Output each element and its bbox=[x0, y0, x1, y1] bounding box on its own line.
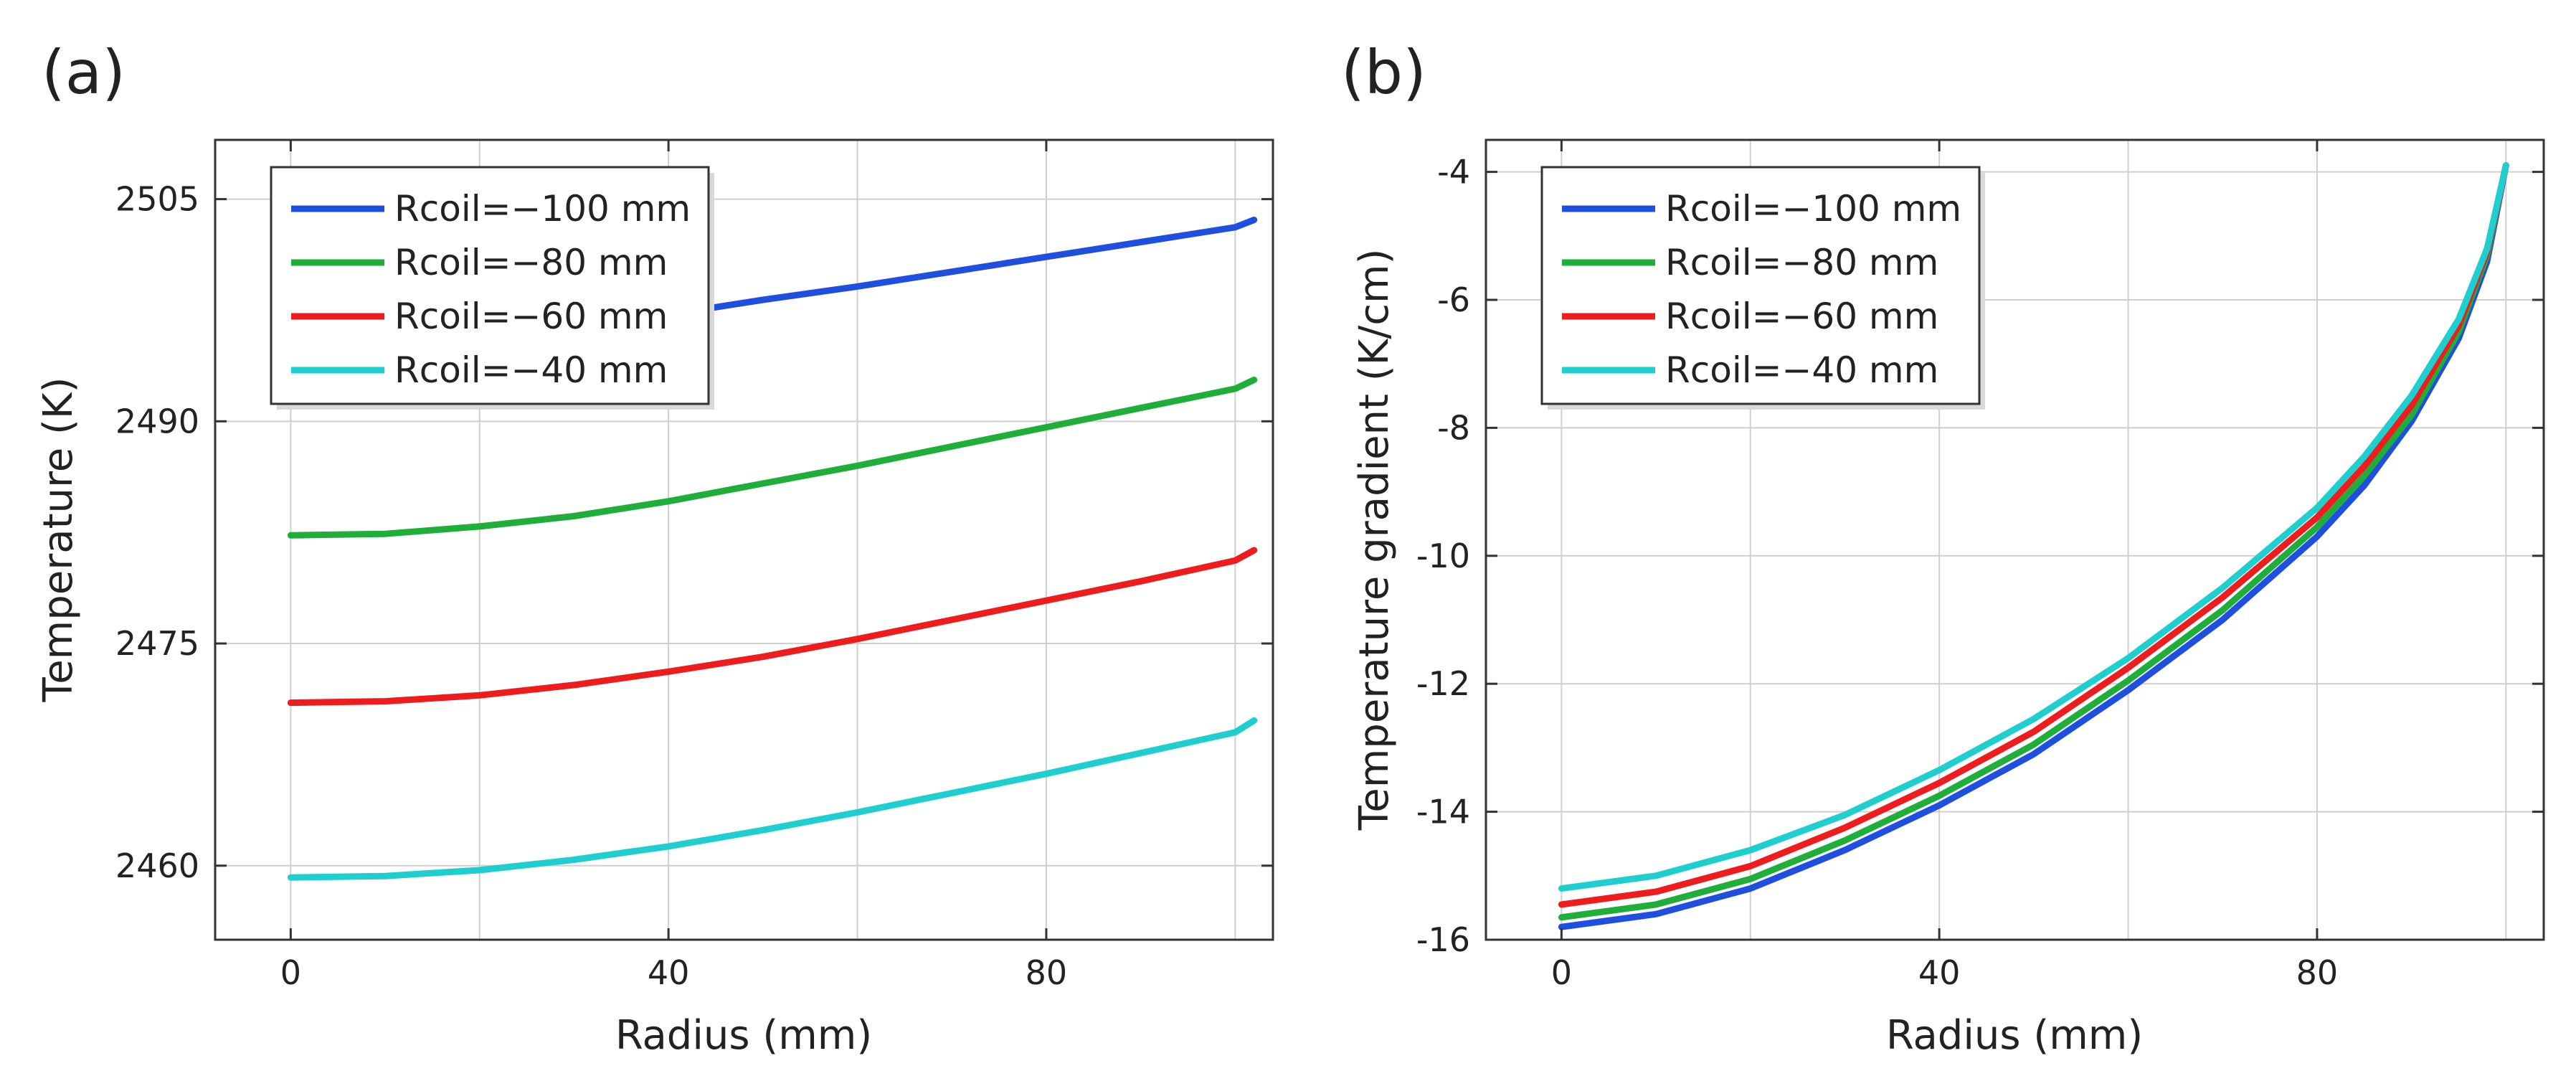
legend-label-3: Rcoil=−60 mm bbox=[394, 296, 668, 337]
panel-a-plot-frame bbox=[214, 138, 1274, 941]
series-line-3 bbox=[287, 547, 1258, 707]
x-tick-label: 0 bbox=[1551, 953, 1572, 992]
panel-a-y-axis-label: Temperature (K) bbox=[35, 377, 82, 703]
panel-b-x-axis-label: Radius (mm) bbox=[1886, 1012, 2143, 1059]
panel-a-label: (a) bbox=[42, 37, 126, 108]
panel-b-y-axis-label: Temperature gradient (K/cm) bbox=[1351, 249, 1398, 831]
legend-label-4: Rcoil=−40 mm bbox=[394, 349, 668, 391]
y-tick-label: -8 bbox=[1437, 408, 1470, 447]
y-tick-label: -16 bbox=[1416, 920, 1470, 959]
legend-label-3: Rcoil=−60 mm bbox=[1665, 296, 1938, 337]
series-line-4 bbox=[1558, 162, 2509, 892]
y-tick-label: 2490 bbox=[115, 402, 199, 440]
panel-b-legend: Rcoil=−100 mm Rcoil=−80 mm Rcoil=−60 mm Rco… bbox=[1540, 166, 1985, 410]
series-line-4 bbox=[287, 717, 1258, 881]
panel-a-legend: Rcoil=−100 mm Rcoil=−80 mm Rcoil=−60 mm Rco… bbox=[270, 166, 714, 410]
x-tick-label: 80 bbox=[2296, 953, 2339, 992]
panel-b-label: (b) bbox=[1341, 37, 1426, 108]
legend-label-2: Rcoil=−80 mm bbox=[394, 242, 668, 283]
panel-a: (a) 0 40 80 2460 2475 2490 2505 Radius (mm) Te… bbox=[35, 37, 1274, 1059]
panel-a-x-axis-label: Radius (mm) bbox=[615, 1012, 872, 1059]
panel-a-ticks: 0 40 80 2460 2475 2490 2505 bbox=[115, 140, 1273, 992]
x-tick-label: 80 bbox=[1026, 953, 1068, 992]
y-tick-label: 2505 bbox=[115, 180, 199, 219]
panel-b: (b) 0 40 80-16-14-12-10-8-6-4 Radius (mm) … bbox=[1341, 37, 2545, 1059]
y-tick-label: -6 bbox=[1437, 280, 1470, 319]
panel-b-plot-frame bbox=[1484, 138, 2545, 941]
legend-label-2: Rcoil=−80 mm bbox=[1665, 242, 1938, 283]
legend-label-1: Rcoil=−100 mm bbox=[1665, 188, 1961, 230]
legend-label-4: Rcoil=−40 mm bbox=[1665, 349, 1938, 391]
x-tick-label: 40 bbox=[648, 953, 690, 992]
y-tick-label: -12 bbox=[1416, 664, 1470, 703]
y-tick-label: -10 bbox=[1416, 537, 1470, 575]
x-tick-label: 0 bbox=[280, 953, 301, 992]
panel-b-ticks: 0 40 80 -16 -14 -12 -10 -8 -6 -4 bbox=[1416, 140, 2544, 992]
y-tick-label: 2460 bbox=[115, 846, 199, 885]
y-tick-label: 2475 bbox=[115, 624, 199, 663]
y-tick-label: -14 bbox=[1416, 793, 1470, 831]
legend-label-1: Rcoil=−100 mm bbox=[394, 188, 691, 230]
panel-b-series-group bbox=[1558, 162, 2509, 930]
series-line-3 bbox=[1558, 162, 2509, 908]
series-line-2 bbox=[1558, 162, 2509, 921]
x-tick-label: 40 bbox=[1918, 953, 1961, 992]
y-tick-label: -4 bbox=[1437, 153, 1470, 192]
series-line-2 bbox=[287, 377, 1258, 539]
